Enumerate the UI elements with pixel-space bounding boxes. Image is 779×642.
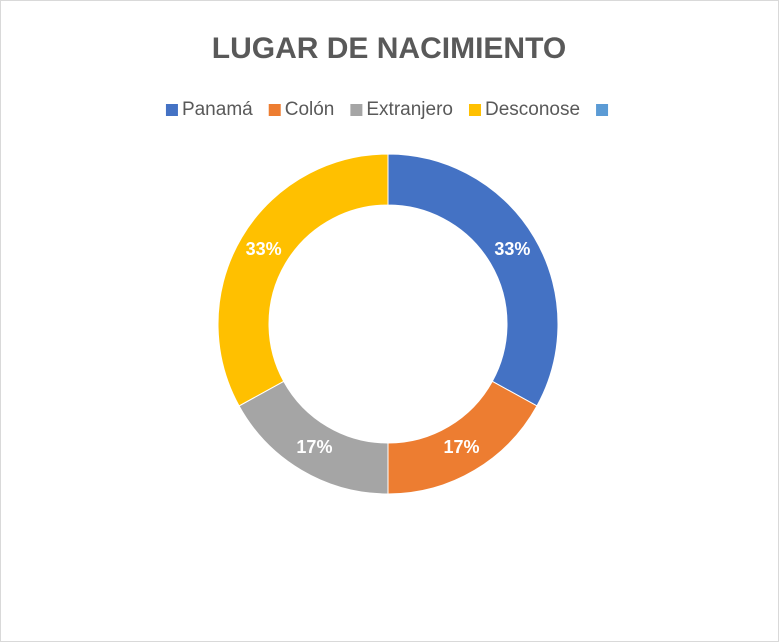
- legend-marker: [165, 104, 178, 116]
- chart-title: LUGAR DE NACIMIENTO: [212, 32, 566, 65]
- doughnut-slice: [217, 153, 389, 407]
- legend-label: Desconose: [485, 99, 580, 120]
- data-label: 17%: [296, 437, 332, 457]
- legend-marker: [596, 104, 609, 116]
- legend-label: Colón: [285, 99, 335, 120]
- legend-label: Panamá: [182, 99, 253, 120]
- legend: Panamá Colón Extranjero Desconose: [165, 99, 609, 120]
- legend-label: Extranjero: [366, 99, 453, 120]
- data-label: 33%: [246, 239, 282, 259]
- data-label: 33%: [494, 239, 530, 259]
- legend-marker: [468, 104, 481, 116]
- doughnut-slice: [387, 153, 559, 407]
- legend-marker: [350, 104, 363, 116]
- legend-marker: [268, 104, 281, 116]
- data-label: 17%: [444, 437, 480, 457]
